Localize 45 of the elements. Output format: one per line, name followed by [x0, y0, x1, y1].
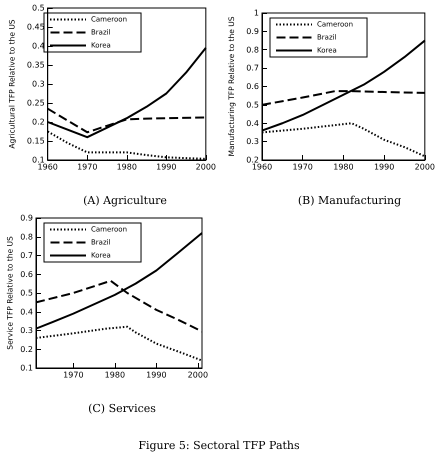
y-tick-label: 0.25 [26, 98, 45, 108]
text: (A) Agriculture [83, 194, 167, 207]
y-tick-label: 0.45 [26, 22, 45, 32]
y-tick-label: 0.35 [26, 60, 45, 70]
x-tick-label: 1970 [63, 370, 84, 380]
y-tick-label: 0.5 [32, 4, 45, 12]
y-tick-label: 0.2 [20, 344, 33, 354]
y-tick-label: 0.1 [20, 364, 33, 372]
x-tick-label: 1990 [146, 370, 167, 380]
caption: Figure 5: Sectoral TFP Paths [138, 439, 300, 452]
x-tick-label: 1990 [156, 162, 176, 172]
x-tick-label: 1980 [333, 162, 354, 172]
y-tick-label: 0.2 [32, 118, 45, 126]
y-tick-label: 0.4 [246, 118, 259, 128]
y-tick-label: 0.5 [246, 100, 259, 110]
x-tick-label: 2000 [414, 162, 435, 172]
text: (C) Services [88, 402, 156, 415]
y-tick-label: 0.1 [32, 156, 45, 164]
y-tick-label: 0.4 [20, 307, 33, 316]
y-tick-label: 0.6 [246, 82, 259, 91]
y-tick-label: 0.3 [32, 80, 45, 88]
y-tick-label: 0.3 [20, 326, 33, 335]
y-tick-label: 0.4 [32, 42, 45, 50]
y-tick-label: 0.7 [246, 64, 259, 73]
y-tick-label: 0.8 [246, 45, 259, 54]
text: (B) Manufacturing [298, 194, 402, 207]
y-tick-label: 0.5 [20, 288, 33, 298]
x-tick-label: 2000 [196, 162, 216, 172]
y-tick-label: 0.6 [20, 270, 33, 279]
x-tick-label: 1980 [116, 162, 137, 172]
x-tick-label: 1970 [292, 162, 313, 172]
x-tick-label: 2000 [188, 370, 208, 380]
y-tick-label: 0.7 [20, 251, 33, 260]
x-tick-label: 1970 [77, 162, 98, 172]
y-tick-label: 0.8 [20, 232, 33, 242]
x-tick-label: 1990 [374, 162, 394, 172]
y-tick-label: 0.9 [246, 26, 259, 36]
x-tick-label: 1960 [252, 162, 272, 172]
x-tick-label: 1960 [38, 162, 58, 172]
y-tick-label: 0.2 [246, 156, 259, 164]
y-tick-label: 0.3 [246, 137, 259, 146]
y-tick-label: 0.9 [20, 214, 33, 222]
x-tick-label: 1980 [104, 370, 126, 380]
y-tick-label: 0.15 [26, 136, 45, 146]
y-tick-label: 1 [254, 8, 259, 18]
